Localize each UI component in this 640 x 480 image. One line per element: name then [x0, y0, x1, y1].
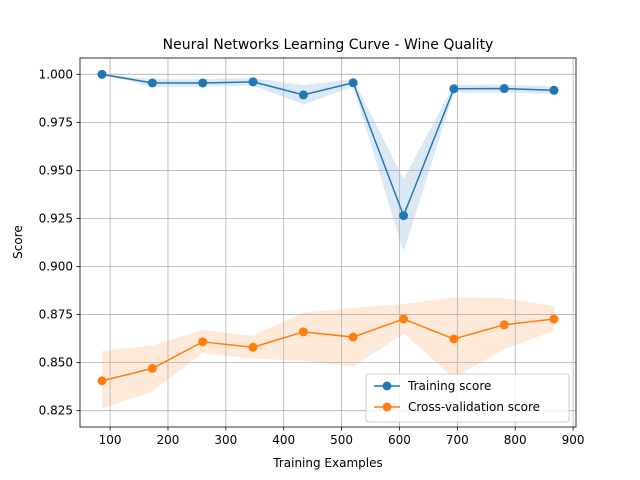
x-tick-label: 500 [330, 433, 353, 447]
data-point-cross-validation [549, 314, 559, 324]
series-line-cross-validation [101, 318, 555, 382]
data-point-cross-validation [198, 337, 208, 347]
data-point-training [248, 77, 258, 87]
y-tick-label: 0.925 [39, 211, 73, 225]
y-tick-label: 0.850 [39, 356, 73, 370]
data-point-training [399, 211, 409, 221]
x-tick-label: 900 [562, 433, 585, 447]
data-point-training [97, 69, 107, 79]
data-point-cross-validation [449, 334, 459, 344]
data-point-training [549, 85, 559, 95]
x-tick-label: 800 [504, 433, 527, 447]
data-point-cross-validation [399, 314, 409, 324]
legend-label-cross-validation: Cross-validation score [408, 400, 540, 414]
series-line-training [101, 73, 555, 218]
confidence-band-cross-validation [101, 297, 555, 409]
data-point-training [198, 78, 208, 88]
data-point-cross-validation [499, 320, 509, 330]
legend-marker-training [382, 381, 392, 391]
data-point-cross-validation [248, 342, 258, 352]
data-point-cross-validation [348, 332, 358, 342]
legend-label-training: Training score [407, 379, 491, 393]
data-point-training [449, 84, 459, 94]
y-tick-label: 0.975 [39, 115, 73, 129]
x-tick-label: 300 [214, 433, 237, 447]
x-tick-label: 100 [99, 433, 122, 447]
chart-title: Neural Networks Learning Curve - Wine Qu… [163, 37, 494, 53]
y-tick-label: 0.900 [39, 260, 73, 274]
data-point-cross-validation [298, 327, 308, 337]
data-point-training [499, 84, 509, 94]
data-point-training [298, 90, 308, 100]
data-point-cross-validation [147, 363, 157, 373]
x-tick-label: 200 [157, 433, 180, 447]
legend-box [365, 373, 570, 423]
plot-frame [79, 57, 577, 428]
x-tick-label: 600 [388, 433, 411, 447]
confidence-band-training [101, 74, 555, 253]
legend-marker-cross-validation [382, 402, 392, 412]
data-point-cross-validation [97, 376, 107, 386]
data-point-training [348, 78, 358, 88]
y-tick-label: 0.825 [39, 404, 73, 418]
legend: Training score Cross-validation score [365, 373, 570, 423]
y-tick-label: 1.000 [39, 67, 73, 81]
x-tick-label: 700 [446, 433, 469, 447]
x-tick-label: 400 [272, 433, 295, 447]
y-axis-label: Score [11, 225, 25, 259]
data-point-training [147, 78, 157, 88]
y-tick-label: 0.875 [39, 308, 73, 322]
x-axis-label: Training Examples [272, 456, 382, 470]
y-tick-label: 0.950 [39, 163, 73, 177]
